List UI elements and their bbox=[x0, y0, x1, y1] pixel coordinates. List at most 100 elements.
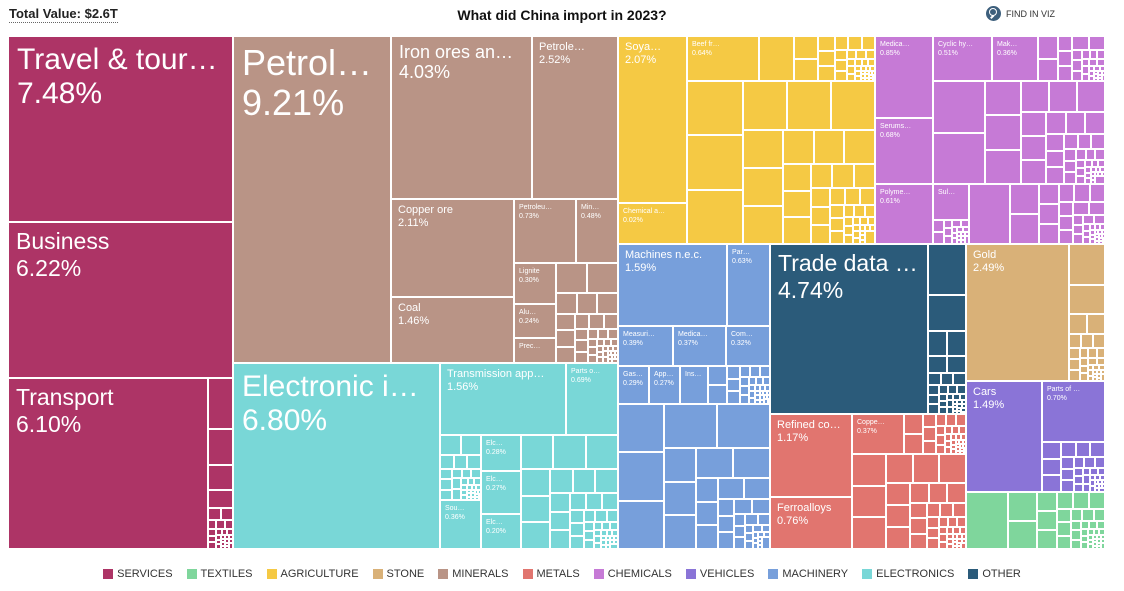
treemap-minor-tile[interactable] bbox=[467, 490, 471, 494]
treemap-minor-tile[interactable] bbox=[216, 544, 221, 549]
treemap-minor-tile[interactable] bbox=[224, 520, 233, 529]
treemap-minor-tile[interactable] bbox=[1101, 71, 1105, 75]
treemap-minor-tile[interactable] bbox=[440, 469, 452, 480]
treemap-minor-tile[interactable] bbox=[1061, 468, 1074, 481]
treemap-minor-tile[interactable] bbox=[1088, 535, 1093, 540]
treemap-minor-tile[interactable] bbox=[1069, 348, 1080, 359]
treemap-minor-tile[interactable] bbox=[588, 355, 597, 363]
treemap-minor-tile[interactable] bbox=[1073, 202, 1089, 215]
treemap-minor-tile[interactable] bbox=[612, 530, 618, 536]
treemap-minor-tile[interactable] bbox=[961, 543, 966, 549]
treemap-tile[interactable]: Elc… 0.20% bbox=[481, 514, 521, 549]
treemap-minor-tile[interactable] bbox=[1046, 134, 1064, 151]
treemap-tile[interactable]: Transport 6.10% bbox=[8, 378, 208, 549]
treemap-minor-tile[interactable] bbox=[221, 542, 225, 546]
treemap-minor-tile[interactable] bbox=[768, 399, 770, 404]
treemap-minor-tile[interactable] bbox=[1093, 377, 1097, 381]
treemap-minor-tile[interactable] bbox=[960, 444, 963, 448]
treemap-minor-tile[interactable] bbox=[952, 238, 957, 244]
treemap-minor-tile[interactable] bbox=[208, 535, 216, 543]
treemap-tile[interactable]: Elc… 0.28% bbox=[481, 435, 521, 471]
treemap-minor-tile[interactable] bbox=[745, 525, 753, 533]
treemap-tile[interactable]: Parts o… 0.69% bbox=[566, 363, 618, 435]
treemap-minor-tile[interactable] bbox=[1090, 230, 1095, 235]
treemap-minor-tile[interactable] bbox=[953, 539, 957, 543]
treemap-minor-tile[interactable] bbox=[832, 164, 854, 188]
treemap-minor-tile[interactable] bbox=[860, 217, 868, 225]
treemap-minor-tile[interactable] bbox=[936, 426, 945, 436]
treemap-minor-tile[interactable] bbox=[945, 447, 951, 454]
treemap-minor-tile[interactable] bbox=[963, 444, 966, 448]
treemap-tile[interactable]: Coal 1.46% bbox=[391, 297, 514, 363]
treemap-minor-tile[interactable] bbox=[610, 540, 614, 544]
treemap-minor-tile[interactable] bbox=[1088, 375, 1093, 381]
treemap-minor-tile[interactable] bbox=[471, 496, 475, 500]
treemap-minor-tile[interactable] bbox=[763, 377, 770, 385]
treemap-minor-tile[interactable] bbox=[1097, 468, 1105, 475]
treemap-minor-tile[interactable] bbox=[944, 236, 952, 244]
treemap-minor-tile[interactable] bbox=[939, 541, 947, 549]
treemap-minor-tile[interactable] bbox=[753, 525, 762, 532]
treemap-minor-tile[interactable] bbox=[1083, 483, 1090, 492]
treemap-minor-tile[interactable] bbox=[1074, 184, 1090, 202]
treemap-minor-tile[interactable] bbox=[216, 520, 225, 529]
treemap-minor-tile[interactable] bbox=[1064, 172, 1076, 184]
treemap-minor-tile[interactable] bbox=[939, 534, 947, 542]
treemap-minor-tile[interactable] bbox=[727, 391, 740, 404]
treemap-minor-tile[interactable] bbox=[1073, 492, 1089, 509]
treemap-tile[interactable]: Petrole… 2.52% bbox=[532, 36, 618, 199]
treemap-minor-tile[interactable] bbox=[618, 452, 664, 501]
treemap-minor-tile[interactable] bbox=[1021, 160, 1046, 184]
treemap-minor-tile[interactable] bbox=[763, 391, 767, 395]
treemap-minor-tile[interactable] bbox=[733, 448, 770, 478]
treemap-minor-tile[interactable] bbox=[933, 132, 985, 184]
treemap-minor-tile[interactable] bbox=[1008, 492, 1037, 521]
treemap-minor-tile[interactable] bbox=[1099, 488, 1105, 492]
treemap-minor-tile[interactable] bbox=[1083, 475, 1090, 484]
treemap-minor-tile[interactable] bbox=[594, 530, 601, 537]
treemap-minor-tile[interactable] bbox=[956, 414, 966, 426]
treemap-minor-tile[interactable] bbox=[740, 395, 749, 404]
treemap-minor-tile[interactable] bbox=[1083, 224, 1090, 231]
treemap-minor-tile[interactable] bbox=[1082, 50, 1090, 59]
treemap-minor-tile[interactable] bbox=[601, 536, 606, 541]
treemap-tile[interactable]: Soya… 2.07% bbox=[618, 36, 687, 203]
treemap-minor-tile[interactable] bbox=[962, 440, 966, 444]
treemap-minor-tile[interactable] bbox=[556, 314, 575, 331]
treemap-minor-tile[interactable] bbox=[818, 36, 835, 51]
treemap-minor-tile[interactable] bbox=[1071, 521, 1081, 531]
treemap-minor-tile[interactable] bbox=[961, 434, 966, 440]
treemap-minor-tile[interactable] bbox=[956, 440, 960, 444]
treemap-minor-tile[interactable] bbox=[1100, 224, 1105, 230]
treemap-minor-tile[interactable] bbox=[1090, 442, 1105, 457]
treemap-minor-tile[interactable] bbox=[1102, 75, 1105, 81]
treemap-minor-tile[interactable] bbox=[912, 454, 940, 483]
treemap-minor-tile[interactable] bbox=[1057, 535, 1071, 549]
treemap-minor-tile[interactable] bbox=[1093, 535, 1097, 539]
treemap-minor-tile[interactable] bbox=[753, 532, 758, 538]
treemap-minor-tile[interactable] bbox=[603, 351, 608, 357]
treemap-tile[interactable]: Parts of … 0.70% bbox=[1042, 381, 1105, 442]
treemap-minor-tile[interactable] bbox=[1089, 521, 1097, 529]
treemap-minor-tile[interactable] bbox=[966, 492, 1008, 549]
treemap-minor-tile[interactable] bbox=[696, 525, 718, 549]
treemap-minor-tile[interactable] bbox=[787, 81, 831, 130]
treemap-minor-tile[interactable] bbox=[761, 525, 770, 532]
treemap-minor-tile[interactable] bbox=[608, 351, 612, 355]
treemap-minor-tile[interactable] bbox=[744, 478, 770, 499]
treemap-minor-tile[interactable] bbox=[847, 66, 855, 74]
treemap-minor-tile[interactable] bbox=[865, 71, 869, 75]
treemap-minor-tile[interactable] bbox=[664, 481, 696, 516]
treemap-minor-tile[interactable] bbox=[594, 536, 601, 543]
treemap-minor-tile[interactable] bbox=[861, 36, 875, 50]
treemap-minor-tile[interactable] bbox=[1059, 202, 1073, 216]
treemap-minor-tile[interactable] bbox=[1095, 172, 1099, 176]
treemap-minor-tile[interactable] bbox=[818, 66, 835, 81]
treemap-minor-tile[interactable] bbox=[1080, 358, 1088, 366]
treemap-minor-tile[interactable] bbox=[594, 522, 602, 530]
treemap-minor-tile[interactable] bbox=[1095, 484, 1099, 488]
treemap-minor-tile[interactable] bbox=[1090, 239, 1095, 244]
treemap-minor-tile[interactable] bbox=[753, 537, 758, 544]
treemap-minor-tile[interactable] bbox=[601, 540, 606, 545]
treemap-minor-tile[interactable] bbox=[1085, 167, 1091, 173]
